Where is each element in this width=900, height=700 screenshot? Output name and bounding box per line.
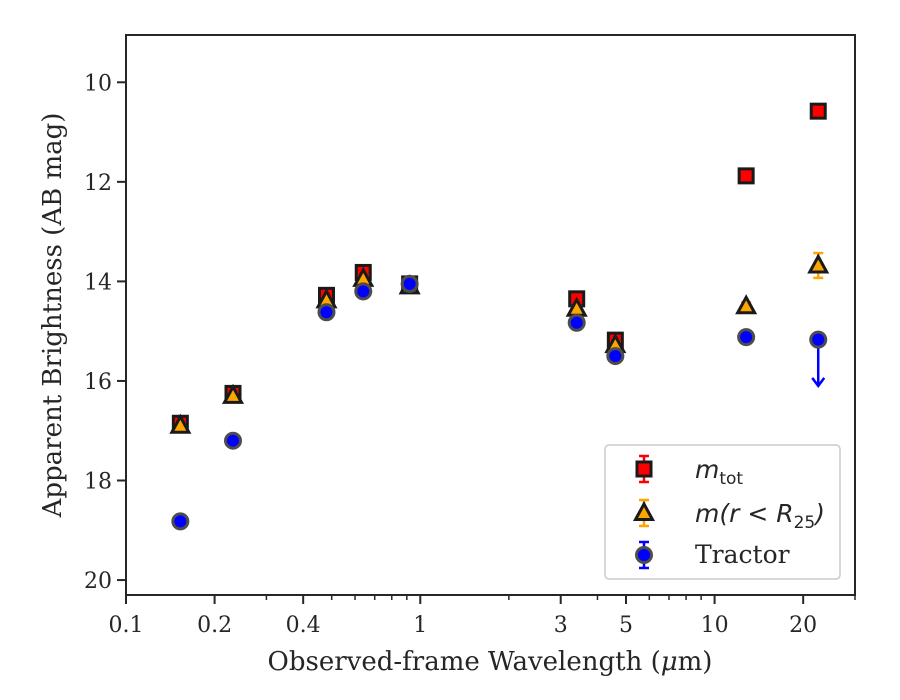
series-m-r25 [169,251,830,434]
x-tick-label: 10 [701,613,729,638]
data-point-triangle [169,413,192,434]
x-tick-label: 3 [554,613,568,638]
y-tick-label: 12 [84,171,112,196]
data-point-circle [567,313,586,332]
data-point-triangle [807,253,830,274]
data-point-circle [737,328,756,347]
series-tractor [171,274,828,531]
upper-limit-arrowhead [811,377,826,389]
y-axis-label: Apparent Brightness (AB mag) [38,113,68,519]
data-point-circle [354,282,373,301]
legend-handle-m-r25 [632,500,656,521]
legend-handle-tractor [635,546,653,564]
y-tick-label: 16 [84,370,112,395]
legend: mtot m(r < R25) Tractor [604,444,841,580]
x-tick-label: 0.4 [286,613,321,638]
y-tick-label: 18 [84,470,112,495]
legend-box [604,444,841,580]
data-point-square [737,167,755,185]
y-tick-label: 10 [84,71,112,96]
data-point-triangle [735,294,758,315]
y-tick-label: 14 [84,270,112,295]
data-point-circle [400,274,419,293]
legend-entry-tractor: Tractor [695,540,790,569]
data-point-circle [809,330,828,349]
x-tick-label: 5 [619,613,633,638]
x-tick-label: 0.2 [197,613,232,638]
y-axis: 10 12 14 16 18 20 [84,71,126,594]
y-tick-label: 20 [84,569,112,594]
data-point-triangle [221,383,245,404]
data-point-circle [224,431,243,450]
legend-entry-mtot: mtot [695,455,743,489]
legend-entry-m-r25: m(r < R25) [695,499,825,533]
data-point-circle [317,303,336,322]
data-point-square [809,102,827,120]
plot-frame [125,34,856,596]
x-axis-label: Observed-frame Wavelength (μm) [268,647,713,677]
data-point-circle [606,347,625,366]
series-mtot [171,102,827,432]
x-tick-label: 0.1 [109,613,144,638]
x-axis: 0.1 0.2 0.4 1 3 5 10 20 [109,595,856,638]
x-tick-label: 1 [413,613,427,638]
data-point-circle [171,512,190,531]
x-tick-label: 20 [789,613,817,638]
legend-handle-mtot [635,460,653,478]
